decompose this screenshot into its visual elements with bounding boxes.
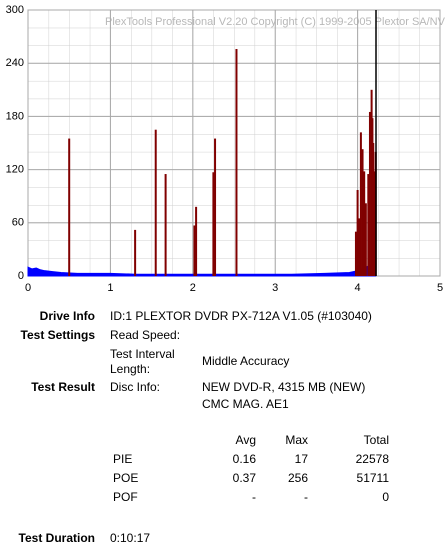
pie-spike bbox=[368, 111, 371, 276]
label: Disc Info: bbox=[110, 380, 161, 394]
x-tick-label: 3 bbox=[272, 282, 278, 294]
value: NEW DVD-R, 4315 MB (NEW) bbox=[202, 380, 366, 394]
label: Test Settings bbox=[20, 328, 95, 342]
y-tick-label: 300 bbox=[6, 4, 24, 16]
pie-spike bbox=[235, 49, 238, 276]
column-header: Max bbox=[285, 433, 308, 447]
label: Read Speed: bbox=[110, 328, 181, 342]
pie-spike bbox=[356, 189, 359, 276]
x-tick-label: 0 bbox=[25, 282, 31, 294]
label: Drive Info bbox=[39, 309, 95, 323]
pie-spike bbox=[373, 171, 376, 276]
pie-spike bbox=[367, 174, 370, 276]
pie-spike bbox=[195, 206, 198, 276]
pie-spike bbox=[363, 171, 366, 276]
y-tick-label: 240 bbox=[6, 57, 24, 69]
row-label: PIE bbox=[113, 452, 133, 466]
pie-spike bbox=[154, 129, 157, 276]
value: 0:10:17 bbox=[110, 531, 151, 545]
y-tick-label: 0 bbox=[18, 270, 24, 282]
pie-spike bbox=[68, 138, 71, 276]
cell: - bbox=[304, 490, 308, 504]
plot-area bbox=[27, 9, 441, 277]
pie-spike bbox=[358, 218, 361, 276]
x-tick-label: 2 bbox=[190, 282, 196, 294]
row-label: POF bbox=[113, 490, 138, 504]
x-tick-label: 1 bbox=[107, 282, 113, 294]
label: Test Interval bbox=[110, 347, 175, 361]
y-tick-label: 60 bbox=[12, 217, 24, 229]
cell: 22578 bbox=[355, 452, 389, 466]
value: Middle Accuracy bbox=[202, 354, 290, 368]
label: Test Result bbox=[31, 380, 95, 394]
cell: 256 bbox=[287, 471, 308, 485]
cell: - bbox=[252, 490, 256, 504]
cell: 0.37 bbox=[232, 471, 256, 485]
cell: 51711 bbox=[356, 471, 389, 485]
x-tick-label: 5 bbox=[437, 282, 443, 294]
value: ID:1 PLEXTOR DVDR PX-712A V1.05 (#103040… bbox=[110, 309, 372, 323]
pie-spike bbox=[212, 172, 215, 276]
label: Length: bbox=[110, 362, 151, 376]
pie-spike bbox=[354, 231, 357, 276]
pie-spike bbox=[364, 203, 367, 276]
chart: PlexTools Professional V2.20 Copyright (… bbox=[6, 4, 446, 294]
column-header: Avg bbox=[235, 433, 256, 447]
y-tick-label: 120 bbox=[6, 164, 24, 176]
cell: 17 bbox=[294, 452, 308, 466]
pie-spike bbox=[193, 225, 196, 276]
row-label: POE bbox=[113, 471, 139, 485]
x-tick-label: 4 bbox=[355, 282, 361, 294]
pie-spike bbox=[359, 132, 362, 276]
label: Test Duration bbox=[18, 531, 95, 545]
pie-spike bbox=[214, 138, 217, 276]
cell: 0 bbox=[382, 490, 389, 504]
cell: 0.16 bbox=[232, 452, 256, 466]
pie-spike bbox=[134, 229, 137, 276]
value: CMC MAG. AE1 bbox=[202, 397, 289, 411]
column-header: Total bbox=[363, 433, 389, 447]
pie-spike bbox=[164, 174, 167, 276]
y-tick-label: 180 bbox=[6, 110, 24, 122]
pie-spike bbox=[361, 149, 364, 276]
